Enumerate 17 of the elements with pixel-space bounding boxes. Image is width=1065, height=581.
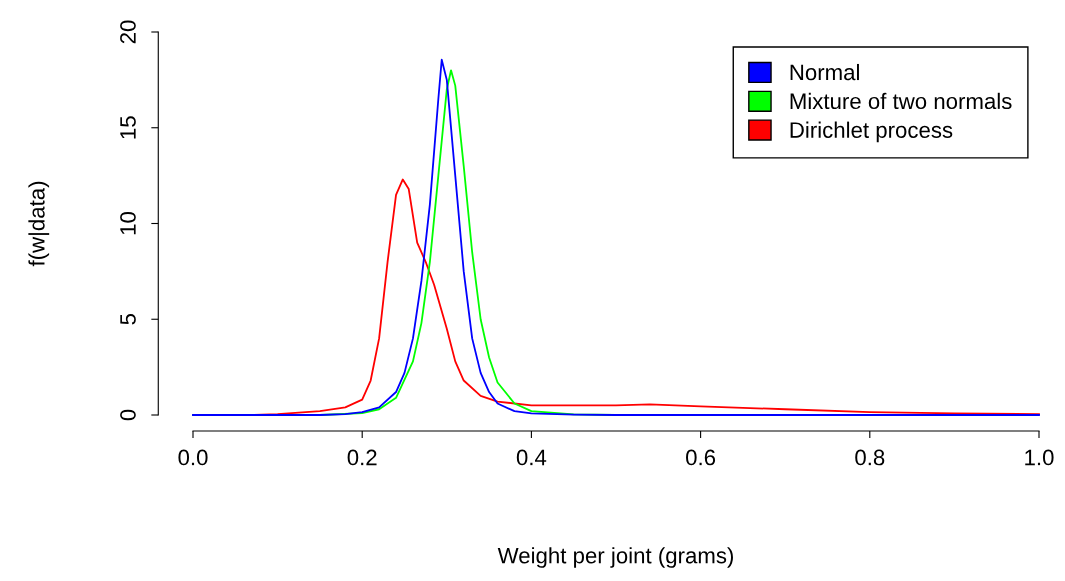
- y-tick-label: 20: [120, 20, 136, 44]
- x-tick-label: 0.8: [855, 449, 885, 466]
- legend-label: Mixture of two normals: [790, 92, 1012, 110]
- x-tick-label: 0.0: [178, 449, 208, 466]
- x-tick-label: 0.6: [686, 449, 716, 466]
- x-axis-title: Weight per joint (grams): [497, 547, 733, 568]
- legend-label: Dirichlet process: [790, 121, 953, 143]
- y-tick-label: 15: [120, 116, 136, 139]
- y-tick-label: 5: [120, 314, 136, 325]
- x-tick-label: 0.4: [516, 449, 547, 466]
- y-axis-title: f(w|data): [28, 181, 50, 267]
- line-series: [192, 58, 1040, 416]
- y-tick-label: 0: [120, 409, 136, 421]
- x-tick-label: 0.2: [347, 449, 377, 466]
- legend-label: Normal: [790, 63, 859, 81]
- x-tick-label: 1.0: [1025, 449, 1054, 466]
- y-tick-label: 10: [120, 212, 136, 235]
